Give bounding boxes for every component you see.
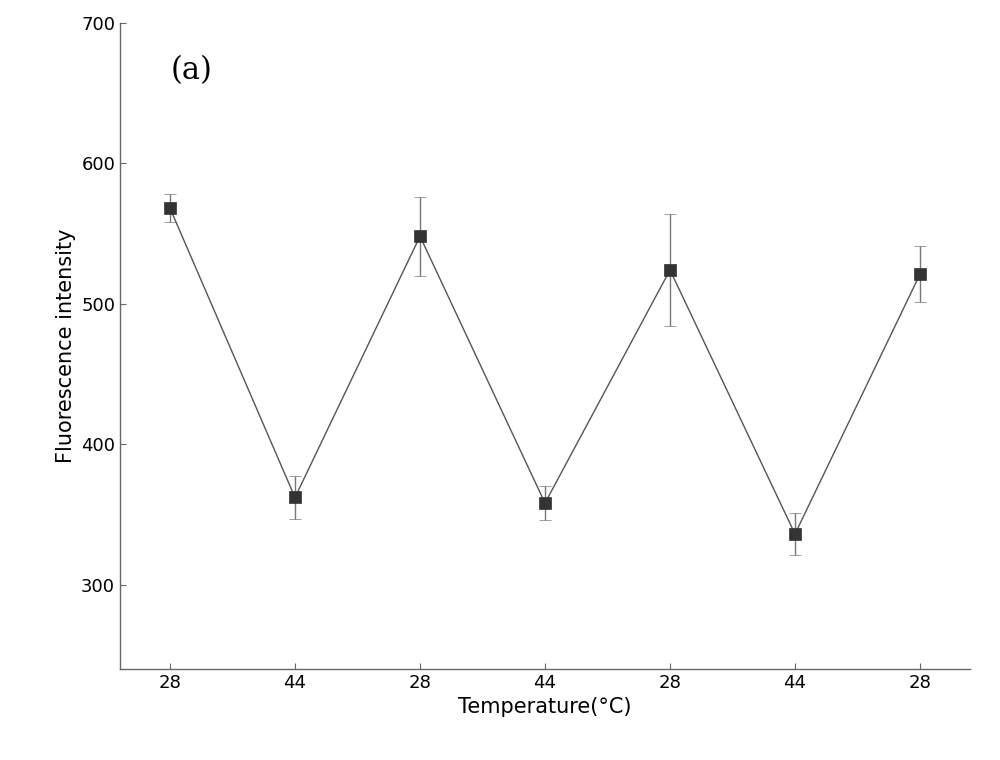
Text: (a): (a) <box>171 55 213 86</box>
Y-axis label: Fluorescence intensity: Fluorescence intensity <box>56 229 76 463</box>
X-axis label: Temperature(°C): Temperature(°C) <box>458 697 632 717</box>
